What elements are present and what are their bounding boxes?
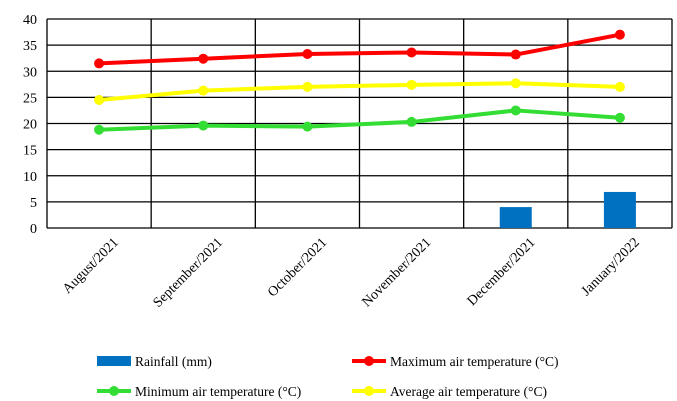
minimum-air-temperature-c-line: [99, 108, 621, 132]
maximum-air-temperature-c-point: [614, 29, 625, 40]
x-tick-label: September/2021: [151, 235, 226, 310]
average-air-temperature-c-point: [614, 81, 625, 92]
rainfall-bar: [603, 191, 636, 228]
average-air-temperature-c-point: [510, 78, 521, 89]
rainfall-bars: [499, 191, 636, 228]
minimum-air-temperature-c-point: [302, 121, 313, 132]
legend-label-rainfall-mm: Rainfall (mm): [135, 354, 212, 369]
average-air-temperature-c-point: [302, 81, 313, 92]
maximum-air-temperature-c-point: [510, 49, 521, 60]
y-tick-label: 5: [30, 196, 37, 211]
temperature-lines: [94, 29, 625, 135]
x-tick-label: August/2021: [60, 235, 122, 297]
legend-marker-average-air-temperature-c: [364, 386, 374, 396]
x-tick-label: January/2022: [579, 235, 643, 299]
maximum-air-temperature-c-point: [406, 47, 417, 58]
y-tick-label: 0: [30, 222, 37, 237]
average-air-temperature-c-point: [94, 94, 105, 105]
maximum-air-temperature-c-point: [94, 58, 105, 69]
maximum-air-temperature-c-point: [302, 49, 313, 60]
x-axis: August/2021 September/2021 October/2021 Nov…: [60, 235, 643, 310]
legend-label-minimum-air-temperature-c: Minimum air temperature (°C): [135, 384, 301, 399]
minimum-air-temperature-c-point: [198, 120, 209, 131]
y-tick-label: 35: [23, 39, 37, 54]
minimum-air-temperature-c-point: [94, 124, 105, 135]
legend-swatch-rainfall-mm: [97, 356, 131, 366]
y-tick-label: 25: [23, 91, 37, 106]
legend: Rainfall (mm) Maximum air temperature (°C…: [97, 354, 558, 399]
y-tick-label: 30: [23, 65, 37, 80]
x-tick-label: October/2021: [265, 235, 330, 300]
legend-label-average-air-temperature-c: Average air temperature (°C): [390, 384, 547, 399]
maximum-air-temperature-c-point: [198, 53, 209, 64]
y-axis: 0 5 10 15 20 25 30 35 40: [23, 13, 37, 237]
average-air-temperature-c-point: [198, 85, 209, 96]
x-tick-label: December/2021: [465, 235, 539, 309]
y-tick-label: 20: [23, 118, 37, 133]
y-tick-label: 10: [23, 170, 37, 185]
y-tick-label: 15: [23, 144, 37, 159]
legend-marker-maximum-air-temperature-c: [364, 356, 374, 366]
legend-marker-minimum-air-temperature-c: [109, 386, 119, 396]
y-tick-label: 40: [23, 13, 37, 28]
maximum-air-temperature-c-line: [98, 32, 621, 66]
average-air-temperature-c-point: [406, 79, 417, 90]
rainfall-bar: [499, 207, 532, 228]
minimum-air-temperature-c-point: [510, 105, 521, 116]
average-air-temperature-c-line: [98, 81, 620, 102]
minimum-air-temperature-c-point: [406, 116, 417, 127]
minimum-air-temperature-c-point: [614, 112, 625, 123]
x-tick-label: November/2021: [359, 235, 434, 310]
legend-label-maximum-air-temperature-c: Maximum air temperature (°C): [390, 354, 558, 369]
